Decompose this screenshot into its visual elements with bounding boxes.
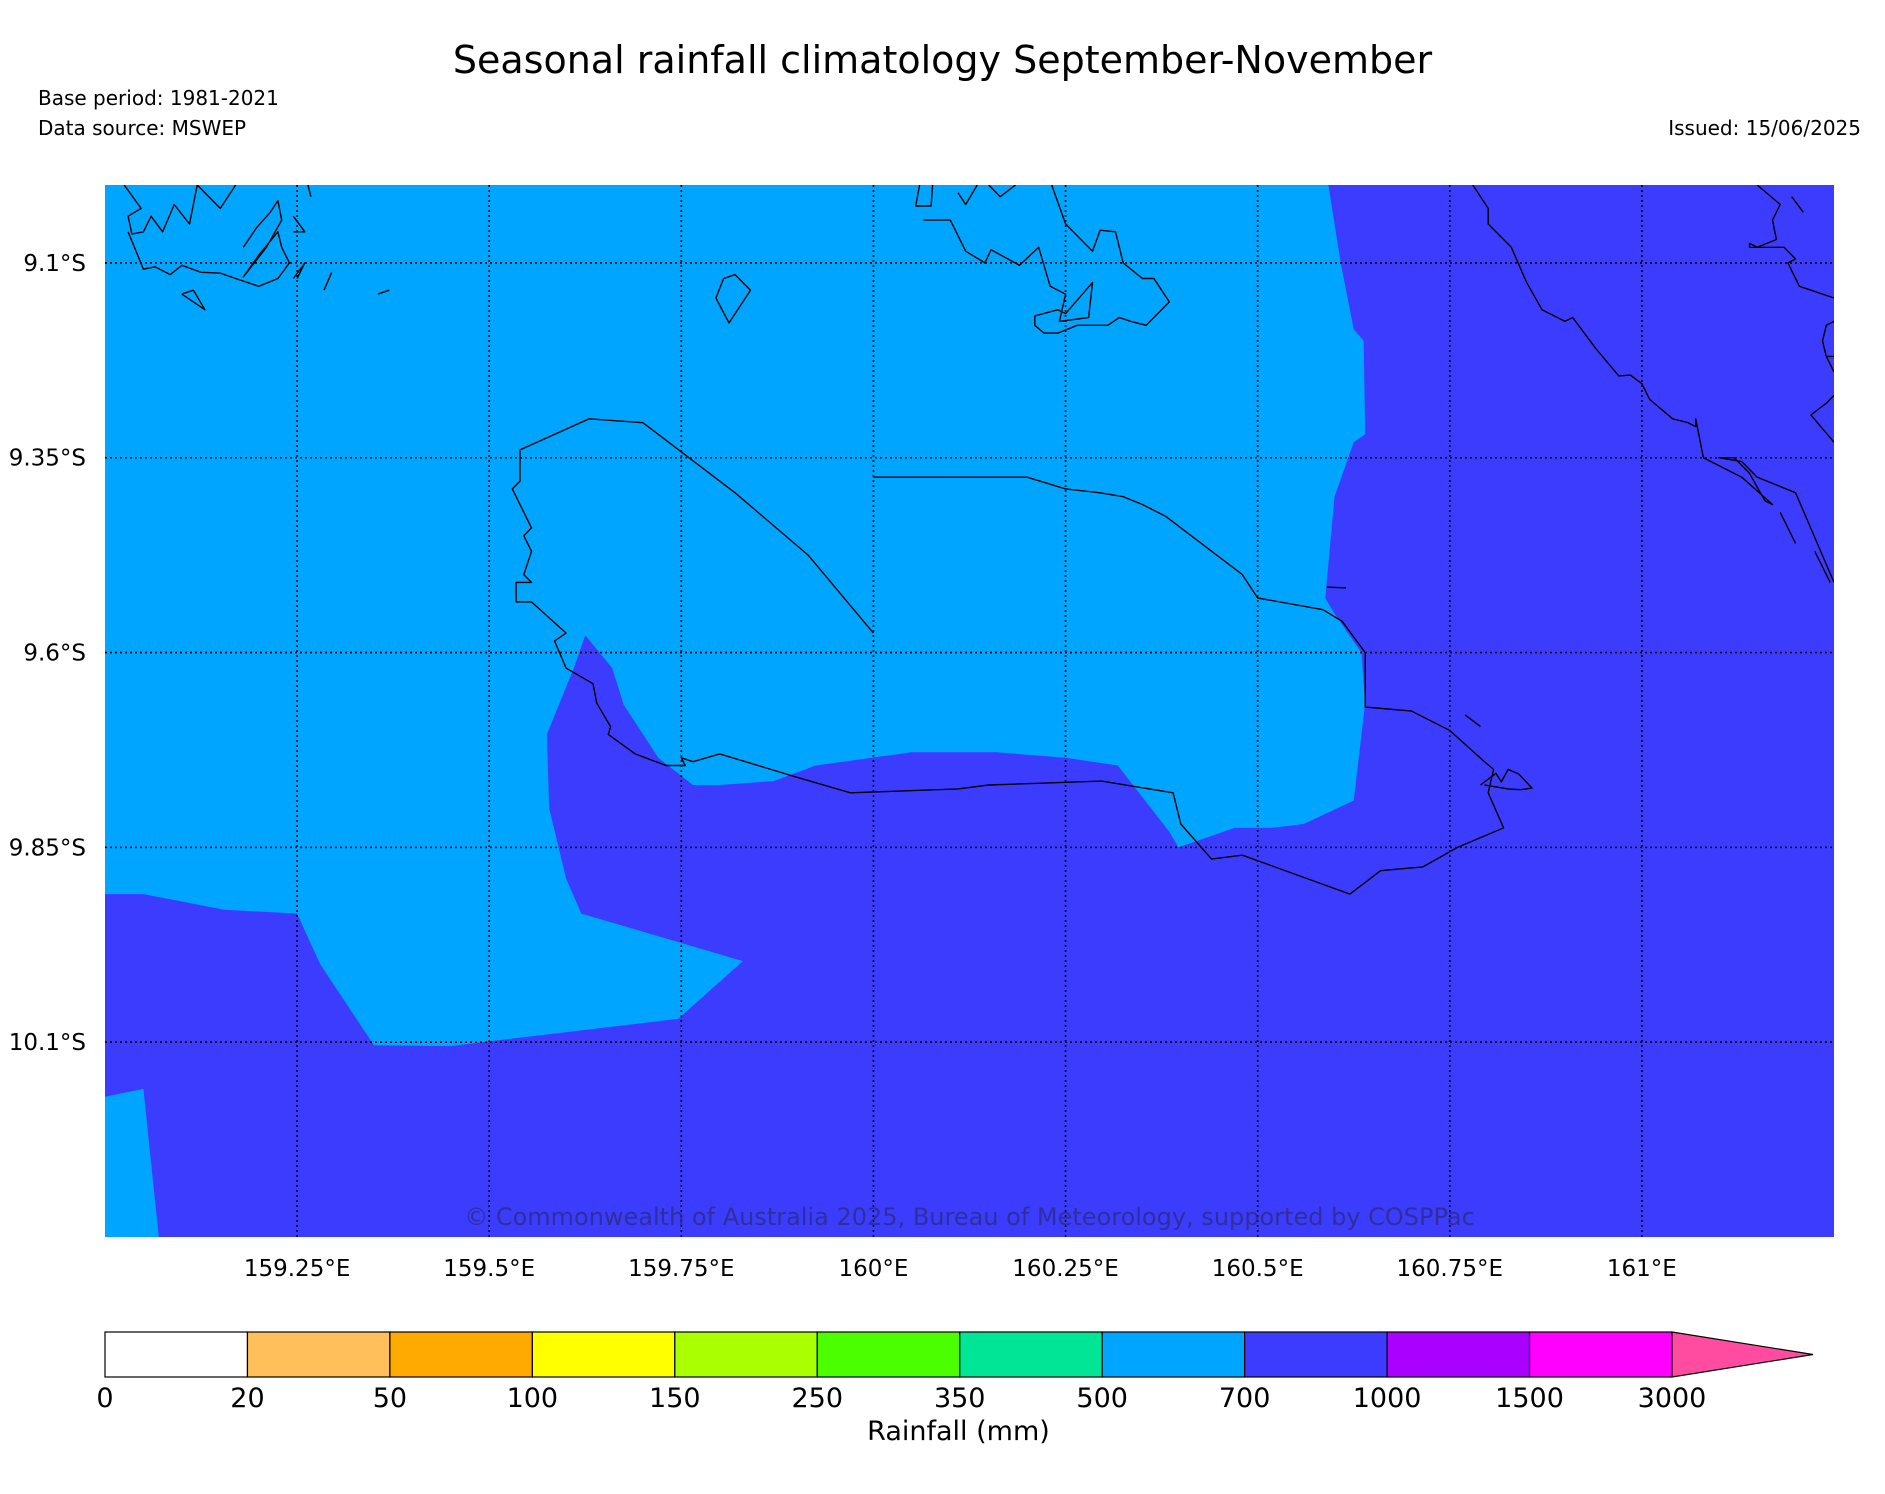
longitude-tick-label: 159.5°E: [443, 1256, 535, 1282]
colorbar-tick-label: 20: [230, 1383, 264, 1414]
coastline: [1791, 196, 1804, 213]
copyright-watermark: © Commonwealth of Australia 2025, Bureau…: [464, 1203, 1475, 1231]
colorbar-bin: [1101, 1331, 1246, 1378]
colorbar-bin: [674, 1331, 818, 1378]
colorbar-overflow-arrow: [1671, 1331, 1814, 1378]
colorbar-tick-label: 150: [649, 1383, 701, 1414]
longitude-tick-label: 160.5°E: [1212, 1256, 1304, 1282]
coastline: [1814, 550, 1831, 583]
longitude-tick-label: 160.75°E: [1397, 1256, 1504, 1282]
coastline: [377, 289, 390, 295]
coastline: [923, 185, 1171, 334]
colorbar-bin: [1244, 1331, 1388, 1378]
coastline: [511, 418, 1505, 895]
longitude-tick-label: 159.75°E: [628, 1256, 735, 1282]
colorbar-bin: [531, 1331, 676, 1378]
coastline: [988, 185, 1017, 198]
coastline: [1472, 185, 1834, 583]
colorbar-tick-label: 500: [1076, 1383, 1128, 1414]
coastline: [292, 215, 306, 233]
coastlines: [123, 185, 1834, 895]
coastline: [915, 185, 934, 207]
colorbar-bin: [389, 1331, 533, 1378]
coastline: [323, 272, 333, 291]
colorbar-tick-label: 1500: [1495, 1383, 1564, 1414]
latitude-tick-label: 9.1°S: [23, 251, 86, 277]
colorbar-bin: [1528, 1331, 1673, 1378]
coastline: [1748, 185, 1834, 299]
colorbar-bin: [104, 1331, 249, 1378]
coastline: [292, 262, 306, 279]
coastline: [1821, 320, 1834, 373]
data-source-label: Data source: MSWEP: [38, 116, 247, 140]
east-wet-region: [105, 185, 1834, 1237]
coastline: [123, 185, 237, 235]
longitude-tick-label: 159.25°E: [244, 1256, 351, 1282]
longitude-tick-label: 160°E: [838, 1256, 908, 1282]
coastline: [127, 199, 291, 287]
coastline: [1480, 768, 1533, 791]
colorbar-tick-label: 0: [96, 1383, 113, 1414]
colorbar-legend: 0 20 50 100 150 250 350 500 700 1000 1500 3000 Rainf…: [96, 1331, 1814, 1447]
map-title: Seasonal rainfall climatology September-…: [452, 38, 1433, 82]
colorbar-tick-label: 350: [934, 1383, 986, 1414]
coastline: [715, 273, 752, 324]
latitude-tick-label: 10.1°S: [9, 1030, 86, 1056]
colorbar-tick-label: 100: [507, 1383, 559, 1414]
latitude-tick-label: 9.6°S: [23, 641, 86, 667]
longitude-tick-label: 160.25°E: [1012, 1256, 1119, 1282]
colorbar-bin: [816, 1331, 961, 1378]
coastline: [957, 185, 978, 206]
colorbar-tick-label: 1000: [1353, 1383, 1422, 1414]
coastline: [307, 185, 312, 197]
coastline: [181, 289, 206, 311]
colorbar-tick-label: 50: [373, 1383, 407, 1414]
latitude-tick-label: 9.35°S: [9, 446, 86, 472]
colorbar-bin: [246, 1331, 391, 1378]
colorbar-tick-label: 250: [791, 1383, 843, 1414]
longitude-tick-label: 161°E: [1607, 1256, 1677, 1282]
latitude-tick-label: 9.85°S: [9, 835, 86, 861]
issued-date-label: Issued: 15/06/2025: [1668, 116, 1861, 140]
base-period-label: Base period: 1981-2021: [38, 86, 279, 110]
colorbar-tick-label: 700: [1219, 1383, 1271, 1414]
coastline: [1326, 586, 1347, 589]
coastline: [1810, 394, 1834, 443]
colorbar-bin: [959, 1331, 1103, 1378]
map-layer: © Commonwealth of Australia 2025, Bureau…: [9, 185, 1834, 1282]
coastline: [1779, 511, 1797, 544]
coastline: [1464, 714, 1481, 728]
colorbar-bin: [1386, 1331, 1531, 1378]
graticule: [105, 185, 1834, 1237]
colorbar-tick-label: 3000: [1638, 1383, 1707, 1414]
colorbar-label: Rainfall (mm): [867, 1416, 1050, 1447]
